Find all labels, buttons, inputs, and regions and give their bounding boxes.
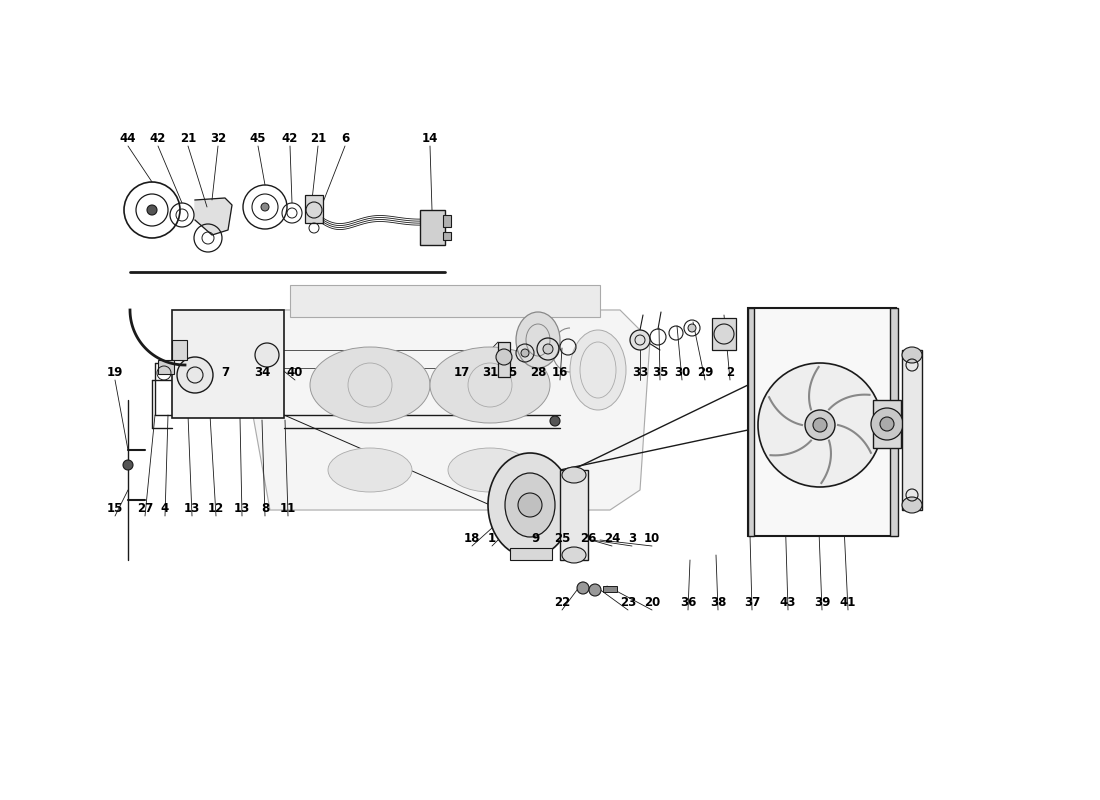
Text: 22: 22 [554, 595, 570, 609]
Text: 12: 12 [208, 502, 224, 514]
Bar [873, 400, 901, 448]
Text: 42: 42 [150, 131, 166, 145]
Circle shape [550, 416, 560, 426]
Ellipse shape [328, 448, 412, 492]
Text: 6: 6 [341, 131, 349, 145]
Circle shape [521, 349, 529, 357]
Ellipse shape [562, 467, 586, 483]
Text: 3: 3 [628, 531, 636, 545]
Text: 11: 11 [279, 502, 296, 514]
Text: 21: 21 [180, 131, 196, 145]
Ellipse shape [430, 347, 550, 423]
Polygon shape [195, 198, 232, 235]
Circle shape [805, 410, 835, 440]
Text: 26: 26 [580, 531, 596, 545]
Text: 23: 23 [620, 595, 636, 609]
Bar [603, 586, 617, 592]
Ellipse shape [310, 347, 430, 423]
Polygon shape [252, 310, 650, 510]
Circle shape [518, 493, 542, 517]
Circle shape [871, 408, 903, 440]
Text: 42: 42 [282, 131, 298, 145]
Circle shape [123, 460, 133, 470]
Text: 40: 40 [287, 366, 304, 378]
Text: 32: 32 [210, 131, 227, 145]
Ellipse shape [562, 547, 586, 563]
Text: 5: 5 [508, 366, 516, 378]
Text: 24: 24 [604, 531, 620, 545]
Bar [305, 195, 323, 223]
Text: 10: 10 [644, 531, 660, 545]
Text: 14: 14 [421, 131, 438, 145]
Text: 17: 17 [454, 366, 470, 378]
Ellipse shape [902, 347, 922, 363]
Text: 18: 18 [464, 531, 481, 545]
Text: 27: 27 [136, 502, 153, 514]
Text: 44: 44 [120, 131, 136, 145]
Bar [890, 308, 898, 536]
Circle shape [147, 205, 157, 215]
Bar [712, 318, 736, 350]
Text: 2: 2 [726, 366, 734, 378]
Bar [498, 342, 510, 377]
Text: 38: 38 [710, 595, 726, 609]
Ellipse shape [448, 448, 532, 492]
Bar [443, 232, 451, 240]
Text: 20: 20 [644, 595, 660, 609]
Circle shape [496, 349, 512, 365]
Text: 16: 16 [552, 366, 569, 378]
Text: 29: 29 [696, 366, 713, 378]
Text: 19: 19 [107, 366, 123, 378]
Text: 1: 1 [488, 531, 496, 545]
Circle shape [177, 357, 213, 393]
Circle shape [630, 330, 650, 350]
Ellipse shape [570, 330, 626, 410]
Text: 9: 9 [531, 531, 539, 545]
Circle shape [543, 344, 553, 354]
Bar [290, 285, 600, 317]
Bar [172, 310, 284, 418]
Circle shape [758, 363, 882, 487]
Text: 13: 13 [184, 502, 200, 514]
Ellipse shape [902, 497, 922, 513]
Text: 25: 25 [553, 531, 570, 545]
Circle shape [588, 584, 601, 596]
Text: 41: 41 [839, 595, 856, 609]
Bar [748, 308, 896, 536]
Text: 34: 34 [254, 366, 271, 378]
Circle shape [255, 343, 279, 367]
Bar [902, 350, 922, 510]
Circle shape [261, 203, 270, 211]
Text: 33: 33 [631, 366, 648, 378]
Bar [748, 308, 754, 536]
Bar [158, 360, 174, 374]
Bar [510, 548, 552, 560]
Text: 31: 31 [482, 366, 498, 378]
Text: 8: 8 [261, 502, 270, 514]
Text: 43: 43 [780, 595, 796, 609]
Bar [420, 210, 446, 245]
Text: 45: 45 [250, 131, 266, 145]
Text: 4: 4 [161, 502, 169, 514]
Text: 13: 13 [234, 502, 250, 514]
Circle shape [813, 418, 827, 432]
Bar [560, 470, 588, 560]
Circle shape [688, 324, 696, 332]
Text: 28: 28 [530, 366, 547, 378]
Bar [172, 340, 187, 360]
Text: 36: 36 [680, 595, 696, 609]
Ellipse shape [516, 312, 560, 368]
Text: 7: 7 [221, 366, 229, 378]
Ellipse shape [488, 453, 572, 557]
Circle shape [578, 582, 588, 594]
Text: 21: 21 [310, 131, 326, 145]
Text: 15: 15 [107, 502, 123, 514]
Ellipse shape [505, 473, 556, 537]
Circle shape [880, 417, 894, 431]
Bar [443, 215, 451, 227]
Text: 30: 30 [674, 366, 690, 378]
Text: 37: 37 [744, 595, 760, 609]
Text: 39: 39 [814, 595, 830, 609]
Text: 35: 35 [652, 366, 668, 378]
